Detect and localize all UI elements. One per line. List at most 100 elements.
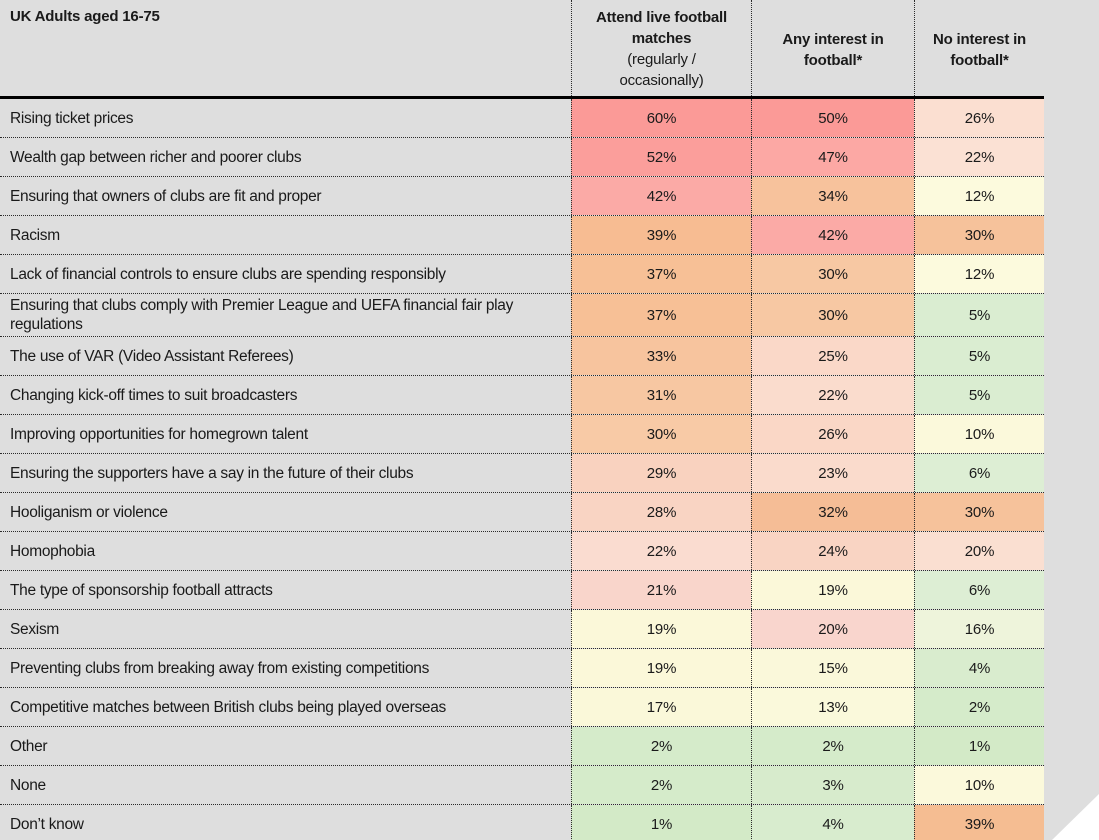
table-row: Ensuring that clubs comply with Premier …: [0, 294, 1044, 337]
row-label: Changing kick-off times to suit broadcas…: [10, 386, 298, 404]
value-cell-any-interest: 32%: [751, 493, 914, 531]
row-label: Competitive matches between British club…: [10, 698, 447, 716]
value-cell-attend-live-matches: 29%: [571, 454, 751, 492]
row-label: Lack of financial controls to ensure clu…: [10, 265, 446, 283]
value-cell-attend-live-matches: 1%: [571, 805, 751, 840]
value-cell-no-interest: 5%: [914, 337, 1044, 375]
value-cell-attend-live-matches: 52%: [571, 138, 751, 176]
row-label: Wealth gap between richer and poorer clu…: [10, 148, 302, 166]
table-body: Rising ticket prices 60% 50% 26% Wealth gap …: [0, 99, 1099, 840]
value-cell-any-interest: 2%: [751, 727, 914, 765]
value-cell-no-interest: 10%: [914, 766, 1044, 804]
table-row: Racism 39% 42% 30%: [0, 216, 1044, 255]
table-row: Improving opportunities for homegrown ta…: [0, 415, 1044, 454]
header-divider-rule: [0, 96, 1044, 99]
table-row: None 2% 3% 10%: [0, 766, 1044, 805]
column-header-any-interest: Any interest in football*: [751, 0, 914, 96]
value-cell-any-interest: 30%: [751, 294, 914, 336]
table-row: Ensuring that owners of clubs are fit an…: [0, 177, 1044, 216]
row-label: Rising ticket prices: [10, 109, 134, 127]
row-label: The type of sponsorship football attract…: [10, 581, 273, 599]
table-row: The use of VAR (Video Assistant Referees…: [0, 337, 1044, 376]
value-cell-any-interest: 22%: [751, 376, 914, 414]
value-cell-attend-live-matches: 21%: [571, 571, 751, 609]
row-label: None: [10, 776, 46, 794]
value-cell-any-interest: 47%: [751, 138, 914, 176]
table-row: Lack of financial controls to ensure clu…: [0, 255, 1044, 294]
row-label: Ensuring that clubs comply with Premier …: [10, 297, 514, 333]
value-cell-any-interest: 23%: [751, 454, 914, 492]
table-row: Other 2% 2% 1%: [0, 727, 1044, 766]
value-cell-no-interest: 5%: [914, 294, 1044, 336]
value-cell-no-interest: 20%: [914, 532, 1044, 570]
table-row: Homophobia 22% 24% 20%: [0, 532, 1044, 571]
row-label: The use of VAR (Video Assistant Referees…: [10, 347, 294, 365]
value-cell-attend-live-matches: 19%: [571, 649, 751, 687]
table-title: UK Adults aged 16-75: [10, 8, 160, 25]
value-cell-no-interest: 5%: [914, 376, 1044, 414]
value-cell-any-interest: 26%: [751, 415, 914, 453]
value-cell-no-interest: 6%: [914, 571, 1044, 609]
value-cell-attend-live-matches: 39%: [571, 216, 751, 254]
value-cell-any-interest: 19%: [751, 571, 914, 609]
value-cell-no-interest: 30%: [914, 493, 1044, 531]
value-cell-attend-live-matches: 37%: [571, 294, 751, 336]
value-cell-no-interest: 6%: [914, 454, 1044, 492]
table-row: Sexism 19% 20% 16%: [0, 610, 1044, 649]
table-row: The type of sponsorship football attract…: [0, 571, 1044, 610]
value-cell-attend-live-matches: 19%: [571, 610, 751, 648]
value-cell-no-interest: 12%: [914, 177, 1044, 215]
value-cell-attend-live-matches: 30%: [571, 415, 751, 453]
table-row: Preventing clubs from breaking away from…: [0, 649, 1044, 688]
value-cell-any-interest: 24%: [751, 532, 914, 570]
value-cell-attend-live-matches: 42%: [571, 177, 751, 215]
value-cell-attend-live-matches: 17%: [571, 688, 751, 726]
value-cell-any-interest: 34%: [751, 177, 914, 215]
row-label: Preventing clubs from breaking away from…: [10, 659, 430, 677]
value-cell-attend-live-matches: 60%: [571, 99, 751, 137]
table-row: Rising ticket prices 60% 50% 26%: [0, 99, 1044, 138]
row-label: Sexism: [10, 620, 60, 638]
value-cell-attend-live-matches: 31%: [571, 376, 751, 414]
value-cell-attend-live-matches: 28%: [571, 493, 751, 531]
column-header-label: No interest in football*: [932, 31, 1027, 69]
value-cell-attend-live-matches: 2%: [571, 766, 751, 804]
column-header-label: Any interest in football*: [782, 31, 884, 69]
row-label: Hooliganism or violence: [10, 503, 168, 521]
value-cell-any-interest: 20%: [751, 610, 914, 648]
value-cell-any-interest: 30%: [751, 255, 914, 293]
table-row: Competitive matches between British club…: [0, 688, 1044, 727]
row-label: Improving opportunities for homegrown ta…: [10, 425, 308, 443]
value-cell-attend-live-matches: 33%: [571, 337, 751, 375]
table-header: UK Adults aged 16-75 Attend live footbal…: [0, 0, 1044, 96]
column-header-note: (regularly / occasionally): [619, 51, 704, 89]
column-header-no-interest: No interest in football*: [914, 0, 1044, 96]
row-label: Homophobia: [10, 542, 95, 560]
column-header-label: Attend live football matches: [595, 9, 727, 47]
row-label: Don’t know: [10, 815, 84, 833]
value-cell-no-interest: 30%: [914, 216, 1044, 254]
table-row: Changing kick-off times to suit broadcas…: [0, 376, 1044, 415]
value-cell-no-interest: 26%: [914, 99, 1044, 137]
value-cell-any-interest: 50%: [751, 99, 914, 137]
row-label: Ensuring that owners of clubs are fit an…: [10, 187, 322, 205]
value-cell-no-interest: 10%: [914, 415, 1044, 453]
value-cell-any-interest: 4%: [751, 805, 914, 840]
column-header-attend-live-matches: Attend live football matches (regularly …: [571, 0, 751, 96]
value-cell-attend-live-matches: 37%: [571, 255, 751, 293]
table-row: Ensuring the supporters have a say in th…: [0, 454, 1044, 493]
value-cell-no-interest: 1%: [914, 727, 1044, 765]
table-row: Wealth gap between richer and poorer clu…: [0, 138, 1044, 177]
value-cell-any-interest: 42%: [751, 216, 914, 254]
value-cell-any-interest: 3%: [751, 766, 914, 804]
value-cell-no-interest: 12%: [914, 255, 1044, 293]
value-cell-attend-live-matches: 2%: [571, 727, 751, 765]
row-label: Ensuring the supporters have a say in th…: [10, 464, 414, 482]
value-cell-any-interest: 15%: [751, 649, 914, 687]
row-label: Other: [10, 737, 48, 755]
value-cell-no-interest: 39%: [914, 805, 1044, 840]
value-cell-no-interest: 22%: [914, 138, 1044, 176]
table-row: Hooliganism or violence 28% 32% 30%: [0, 493, 1044, 532]
value-cell-no-interest: 4%: [914, 649, 1044, 687]
